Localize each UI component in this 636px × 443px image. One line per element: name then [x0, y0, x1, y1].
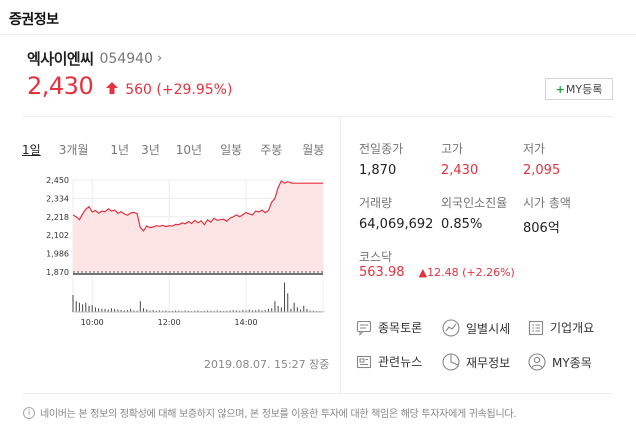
news-icon: [356, 355, 372, 368]
plus-icon: +: [555, 82, 565, 96]
stat-prev-close: 전일종가 1,870: [359, 140, 449, 178]
price-area: [73, 181, 323, 272]
disclaimer-text: 네이버는 본 정보의 정확성에 대해 보증하지 않으며, 본 정보를 이용한 투…: [40, 409, 517, 420]
tab-1day[interactable]: 1일: [22, 143, 41, 157]
section-title: 증권정보: [9, 12, 59, 28]
stock-code[interactable]: 054940: [99, 50, 153, 67]
vertical-divider: [340, 117, 341, 393]
my-register-label: MY등록: [565, 83, 603, 96]
stat-low: 저가 2,095: [523, 140, 613, 178]
link-label: MY종목: [552, 355, 592, 370]
kosdaq-label[interactable]: 코스닥: [359, 250, 393, 264]
x-tick-label: 14:00: [235, 318, 258, 327]
y-tick-label: 2,334: [46, 194, 69, 203]
kosdaq-change: ▲12.48 (+2.26%): [418, 266, 515, 279]
list-icon: [528, 320, 544, 335]
tab-10year[interactable]: 10년: [175, 143, 203, 157]
stat-value: 2,095: [523, 163, 561, 178]
price-line: [72, 180, 323, 232]
stat-value: 806억: [523, 221, 560, 236]
divider: [23, 116, 613, 117]
pie-chart-icon: [442, 353, 460, 371]
divider: [0, 34, 636, 35]
y-tick-label: 1,986: [46, 250, 69, 259]
link-label: 일별시세: [466, 321, 511, 336]
tab-3month[interactable]: 3개월: [58, 143, 89, 157]
link-my-stocks[interactable]: MY종목: [528, 353, 592, 371]
stat-label: 저가: [523, 142, 546, 156]
y-tick-label: 2,218: [46, 213, 69, 222]
link-company-overview[interactable]: 기업개요: [528, 319, 594, 336]
tab-3year[interactable]: 3년: [141, 143, 160, 157]
stat-market-cap: 시가 총액 806억: [523, 194, 613, 236]
link-discussion[interactable]: 종목토론: [356, 319, 422, 336]
link-label: 종목토론: [378, 321, 423, 335]
tab-monthly-candle[interactable]: 월봉: [302, 143, 325, 157]
arrow-up-icon: [106, 82, 119, 94]
link-label: 관련뉴스: [378, 355, 423, 369]
price-change: 560 (+29.95%): [125, 82, 233, 98]
stat-high: 고가 2,430: [441, 140, 531, 178]
stock-name[interactable]: 엑사이엔씨: [27, 50, 94, 68]
stat-volume: 거래량 64,069,692: [359, 194, 449, 232]
price-chart[interactable]: 2,450 2,334 2,218 2,102 1,986 1,870 10:00 12:0…: [0, 165, 340, 330]
price-series: [72, 180, 323, 275]
kosdaq-value: 563.98: [359, 265, 405, 280]
stock-header[interactable]: 엑사이엔씨 054940 ›: [27, 48, 162, 69]
info-icon: i: [23, 406, 35, 419]
stat-foreign-ratio: 외국인소진율 0.85%: [441, 194, 531, 232]
y-tick-label: 2,450: [46, 176, 69, 185]
discussion-icon: [356, 320, 372, 336]
my-register-button[interactable]: + MY등록: [545, 78, 613, 100]
link-label: 기업개요: [550, 321, 595, 335]
period-tabs: 1일 3개월 1년 3년 10년 일봉 주봉 월봉: [22, 141, 324, 158]
x-tick-label: 10:00: [81, 318, 104, 327]
y-tick-label: 2,102: [46, 231, 69, 240]
kosdaq-label-cell: 코스닥: [359, 248, 449, 265]
x-tick-label: 12:00: [158, 318, 181, 327]
y-tick-label: 1,870: [46, 268, 69, 277]
link-financials[interactable]: 재무정보: [442, 353, 510, 371]
kosdaq-index: 563.98 ▲12.48 (+2.26%): [359, 265, 515, 280]
chevron-right-icon[interactable]: ›: [156, 51, 163, 66]
price-row: 2,430 560 (+29.95%): [27, 72, 232, 100]
current-price: 2,430: [27, 72, 94, 100]
volume-series: [72, 282, 324, 313]
stat-value: 2,430: [441, 163, 479, 178]
stat-label: 거래량: [359, 196, 393, 210]
stat-value: 0.85%: [441, 217, 483, 232]
link-related-news[interactable]: 관련뉴스: [356, 353, 422, 370]
stat-label: 시가 총액: [523, 196, 571, 210]
link-label: 재무정보: [466, 355, 511, 370]
timestamp: 2019.08.07. 15:27 장중: [204, 358, 330, 371]
x-axis-ticks: 10:00 12:00 14:00: [81, 318, 258, 327]
stat-label: 외국인소진율: [441, 196, 508, 210]
tab-daily-candle[interactable]: 일봉: [220, 143, 243, 157]
stat-label: 고가: [441, 142, 464, 156]
person-icon: [528, 353, 546, 371]
tab-1year[interactable]: 1년: [110, 143, 130, 157]
divider: [23, 393, 613, 394]
trend-icon: [442, 319, 460, 337]
disclaimer: i 네이버는 본 정보의 정확성에 대해 보증하지 않으며, 본 정보를 이용한…: [23, 405, 516, 420]
link-daily-price[interactable]: 일별시세: [442, 319, 510, 337]
stat-value: 64,069,692: [359, 217, 434, 232]
tab-weekly-candle[interactable]: 주봉: [260, 143, 283, 157]
stat-value: 1,870: [359, 163, 397, 178]
stat-label: 전일종가: [359, 142, 404, 156]
